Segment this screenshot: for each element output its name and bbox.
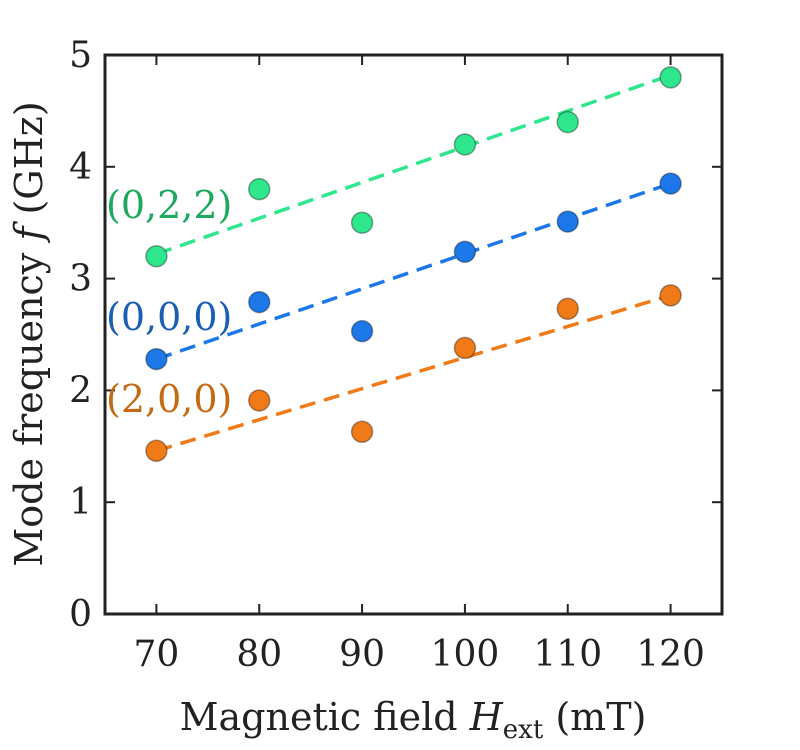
y-tick-label: 1 bbox=[69, 482, 92, 523]
y-tick-label: 2 bbox=[69, 370, 92, 411]
series-label: (0,0,0) bbox=[106, 295, 232, 339]
y-axis-label: Mode frequency f (GHz) bbox=[7, 101, 51, 566]
series-labels: (0,2,2) (0,0,0) (2,0,0) bbox=[106, 183, 232, 421]
x-axis-label: Magnetic field Hext (mT) bbox=[180, 695, 647, 745]
fit-line bbox=[155, 73, 672, 256]
data-point bbox=[453, 133, 477, 156]
x-axis-label-unit: (mT) bbox=[543, 695, 646, 739]
data-point bbox=[556, 110, 579, 134]
x-axis-label-symbol: H bbox=[469, 695, 504, 739]
data-point bbox=[659, 172, 682, 195]
data-point bbox=[145, 244, 168, 268]
x-tick-label: 70 bbox=[134, 634, 180, 675]
x-tick-label: 80 bbox=[236, 634, 282, 675]
fit-lines bbox=[155, 73, 672, 453]
y-tick-label: 3 bbox=[69, 259, 92, 300]
x-tick-label: 120 bbox=[636, 634, 705, 675]
data-point bbox=[453, 336, 477, 360]
data-point bbox=[248, 177, 271, 201]
data-point bbox=[145, 347, 168, 371]
data-point bbox=[659, 66, 682, 89]
data-point bbox=[350, 211, 374, 234]
y-tick-label: 0 bbox=[69, 594, 92, 635]
data-point bbox=[145, 439, 168, 463]
fit-line bbox=[155, 181, 672, 361]
series-label: (0,2,2) bbox=[106, 183, 232, 227]
data-point bbox=[556, 297, 579, 321]
data-point bbox=[453, 240, 477, 264]
x-axis-label-subscript: ext bbox=[503, 715, 544, 745]
x-tick-label: 110 bbox=[533, 634, 602, 675]
y-tick-label: 4 bbox=[69, 147, 92, 188]
data-point bbox=[556, 210, 579, 233]
fit-line bbox=[155, 293, 672, 453]
data-point bbox=[248, 389, 271, 412]
y-axis-label-prefix: Mode frequency bbox=[7, 241, 51, 567]
data-points bbox=[145, 66, 682, 463]
x-axis-label-prefix: Magnetic field bbox=[180, 695, 470, 739]
series-label: (2,0,0) bbox=[106, 377, 232, 421]
y-axis-label-unit: (GHz) bbox=[7, 101, 51, 226]
plot-frame bbox=[103, 53, 724, 616]
data-point bbox=[350, 319, 374, 343]
y-tick-label: 5 bbox=[69, 35, 92, 76]
axis-ticks: 70 80 90 100 110 120 0 1 2 3 4 5 bbox=[69, 35, 722, 675]
data-point bbox=[350, 420, 374, 444]
x-tick-label: 90 bbox=[339, 634, 385, 675]
data-point bbox=[659, 284, 682, 307]
data-point bbox=[248, 290, 271, 314]
x-tick-label: 100 bbox=[431, 634, 500, 675]
